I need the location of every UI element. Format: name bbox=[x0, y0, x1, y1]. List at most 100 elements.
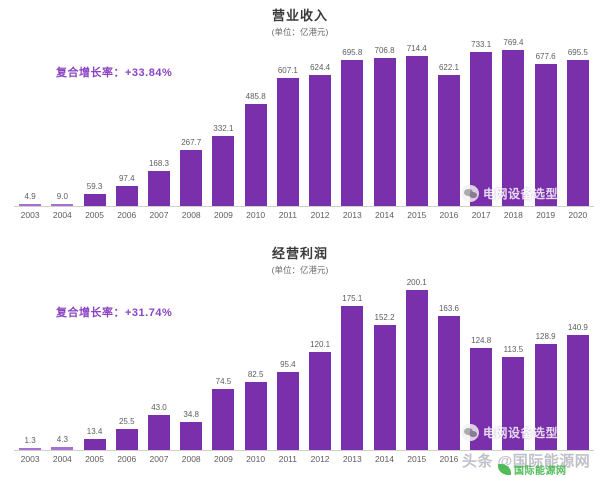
axis-tick: 2009 bbox=[213, 454, 233, 464]
bar-value-label: 332.1 bbox=[213, 124, 234, 134]
bar bbox=[566, 59, 589, 206]
bar-value-label: 34.8 bbox=[183, 409, 199, 419]
bar bbox=[502, 50, 525, 206]
bar bbox=[405, 290, 428, 450]
axis-tick: 2011 bbox=[278, 210, 297, 220]
bar-column: 607.1 bbox=[272, 38, 304, 206]
axis-tick: 2011 bbox=[278, 454, 297, 464]
bar bbox=[19, 204, 42, 206]
axis-tick: 2014 bbox=[375, 210, 394, 220]
bar bbox=[115, 185, 138, 206]
axis-tick: 2005 bbox=[85, 210, 104, 220]
axis-tick: 2018 bbox=[503, 210, 523, 220]
bar bbox=[341, 306, 364, 450]
axis-tick: 2013 bbox=[342, 454, 362, 464]
bar-value-label: 9.0 bbox=[56, 192, 68, 201]
axis-tick: 2016 bbox=[439, 210, 459, 220]
axis-tick bbox=[562, 453, 594, 465]
bar-column: 95.4 bbox=[272, 278, 304, 450]
bar-column: 267.7 bbox=[175, 38, 207, 206]
bar bbox=[244, 382, 267, 450]
bar bbox=[437, 315, 460, 450]
axis-tick: 2013 bbox=[342, 210, 362, 220]
revenue-plot-area: 4.9 9.0 59.3 97.4 168.3 267.7 bbox=[14, 38, 594, 206]
profit-plot-area: 1.3 4.3 13.4 25.5 43.0 34.8 bbox=[14, 278, 594, 450]
axis-tick: 2005 bbox=[85, 454, 104, 464]
bar bbox=[212, 136, 235, 206]
profit-chart-subtitle: (单位：亿港元) bbox=[271, 265, 329, 275]
bar-value-label: 267.7 bbox=[181, 137, 202, 147]
bar bbox=[212, 388, 235, 450]
axis-tick: 2007 bbox=[149, 454, 169, 464]
axis-tick: 2007 bbox=[149, 210, 169, 220]
bar-column: 706.8 bbox=[368, 38, 400, 206]
bar bbox=[115, 429, 138, 450]
bar-value-label: 4.9 bbox=[24, 192, 36, 201]
bar-value-label: 706.8 bbox=[374, 45, 395, 55]
bar-value-label: 168.3 bbox=[148, 158, 169, 168]
bar-value-label: 695.8 bbox=[342, 47, 363, 57]
bar bbox=[276, 371, 299, 450]
bar-column: 97.4 bbox=[111, 38, 143, 206]
revenue-x-axis-line bbox=[14, 206, 594, 207]
bar bbox=[502, 356, 525, 450]
bar bbox=[534, 63, 557, 206]
bar-column: 74.5 bbox=[207, 278, 239, 450]
bar-column: 9.0 bbox=[46, 38, 78, 206]
bar-column: 152.2 bbox=[368, 278, 400, 450]
bar-column: 695.8 bbox=[336, 38, 368, 206]
bar bbox=[51, 446, 74, 450]
profit-chart-title: 经营利润 bbox=[271, 246, 328, 261]
bar-column: 769.4 bbox=[497, 38, 529, 206]
axis-tick: 2015 bbox=[407, 210, 427, 220]
axis-tick: 2008 bbox=[181, 454, 201, 464]
bar-value-label: 714.4 bbox=[406, 43, 427, 53]
axis-tick: 2020 bbox=[568, 210, 588, 220]
axis-tick: 2014 bbox=[375, 454, 394, 464]
bar-column: 200.1 bbox=[401, 278, 433, 450]
bar-column: 124.8 bbox=[465, 278, 497, 450]
revenue-chart-title: 营业收入 bbox=[271, 8, 328, 23]
bar bbox=[534, 344, 557, 450]
bar bbox=[147, 170, 170, 206]
axis-tick: 2009 bbox=[213, 210, 233, 220]
axis-tick: 2012 bbox=[310, 210, 330, 220]
bar-column: 485.8 bbox=[240, 38, 272, 206]
axis-tick: 2016 bbox=[439, 454, 459, 464]
bar-column: 34.8 bbox=[175, 278, 207, 450]
bar-column: 332.1 bbox=[207, 38, 239, 206]
bar bbox=[180, 421, 203, 450]
bar-column: 82.5 bbox=[240, 278, 272, 450]
axis-tick: 2010 bbox=[246, 454, 266, 464]
bar-column: 1.3 bbox=[14, 278, 46, 450]
axis-tick: 2006 bbox=[117, 210, 137, 220]
axis-tick bbox=[530, 453, 562, 465]
bar-column: 59.3 bbox=[78, 38, 110, 206]
profit-chart: 经营利润 (单位：亿港元) 复合增长率：+31.74% 1.3 4.3 13.4… bbox=[0, 238, 600, 476]
bar-column: 163.6 bbox=[433, 278, 465, 450]
bar-column: 128.9 bbox=[530, 278, 562, 450]
axis-tick: 2010 bbox=[246, 210, 266, 220]
bar bbox=[373, 325, 396, 450]
bar-value-label: 124.8 bbox=[471, 335, 492, 345]
bar bbox=[309, 351, 332, 450]
bar-column: 25.5 bbox=[111, 278, 143, 450]
bar-column: 175.1 bbox=[336, 278, 368, 450]
bar bbox=[276, 78, 299, 206]
bar-column: 43.0 bbox=[143, 278, 175, 450]
axis-tick: 2008 bbox=[181, 210, 201, 220]
bar-value-label: 113.5 bbox=[503, 344, 524, 354]
bar-value-label: 4.3 bbox=[56, 434, 68, 444]
axis-tick bbox=[465, 453, 497, 465]
bar-value-label: 485.8 bbox=[245, 91, 266, 101]
bar-column: 733.1 bbox=[465, 38, 497, 206]
bar-value-label: 59.3 bbox=[86, 181, 103, 191]
revenue-chart: 营业收入 (单位：亿港元) 复合增长率：+33.84% 4.9 9.0 59.3… bbox=[0, 0, 600, 238]
bar-value-label: 677.6 bbox=[535, 51, 556, 61]
bar-value-label: 120.1 bbox=[310, 339, 331, 349]
bar-column: 140.9 bbox=[562, 278, 594, 450]
bar bbox=[51, 204, 74, 206]
bar-value-label: 695.5 bbox=[567, 47, 588, 57]
profit-x-axis-labels: 2003 2004 2005 2006 2007 2008 2009 2010 … bbox=[14, 453, 594, 465]
